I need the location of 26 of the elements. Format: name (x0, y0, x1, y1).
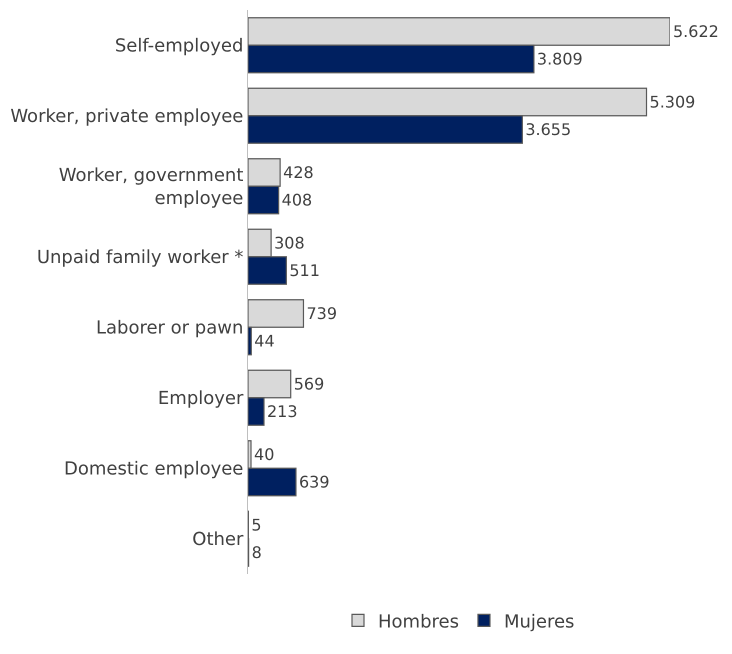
y-tick-label: Worker, government employee (58, 164, 244, 210)
data-label: 511 (289, 261, 320, 280)
data-label: 8 (252, 543, 262, 562)
legend-label: Hombres (378, 611, 459, 632)
data-label: 40 (254, 445, 274, 464)
data-label: 5 (251, 516, 262, 535)
data-label: 5.309 (650, 92, 696, 112)
y-tick-label: Domestic employee (64, 458, 244, 480)
legend-label: Mujeres (504, 611, 574, 632)
y-tick-label: Self-employed (114, 36, 244, 57)
y-tick-label: Unpaid family worker * (36, 247, 244, 268)
data-label: 44 (254, 332, 275, 350)
data-label: 3.809 (536, 50, 583, 68)
data-label: 213 (266, 402, 298, 421)
data-label: 5.622 (673, 22, 719, 41)
data-label: 739 (306, 304, 338, 324)
data-label: 408 (282, 190, 312, 210)
data-label: 639 (298, 472, 330, 492)
y-tick-label: Laborer or pawn (96, 318, 244, 339)
data-label: 428 (283, 163, 314, 182)
data-label: 308 (274, 234, 305, 253)
data-label: 3.655 (525, 120, 572, 139)
data-label: 569 (294, 374, 324, 394)
y-tick-label: Employer (158, 388, 244, 410)
y-tick-label: Other (192, 529, 244, 550)
y-tick-label: Worker, private employee (10, 106, 244, 128)
